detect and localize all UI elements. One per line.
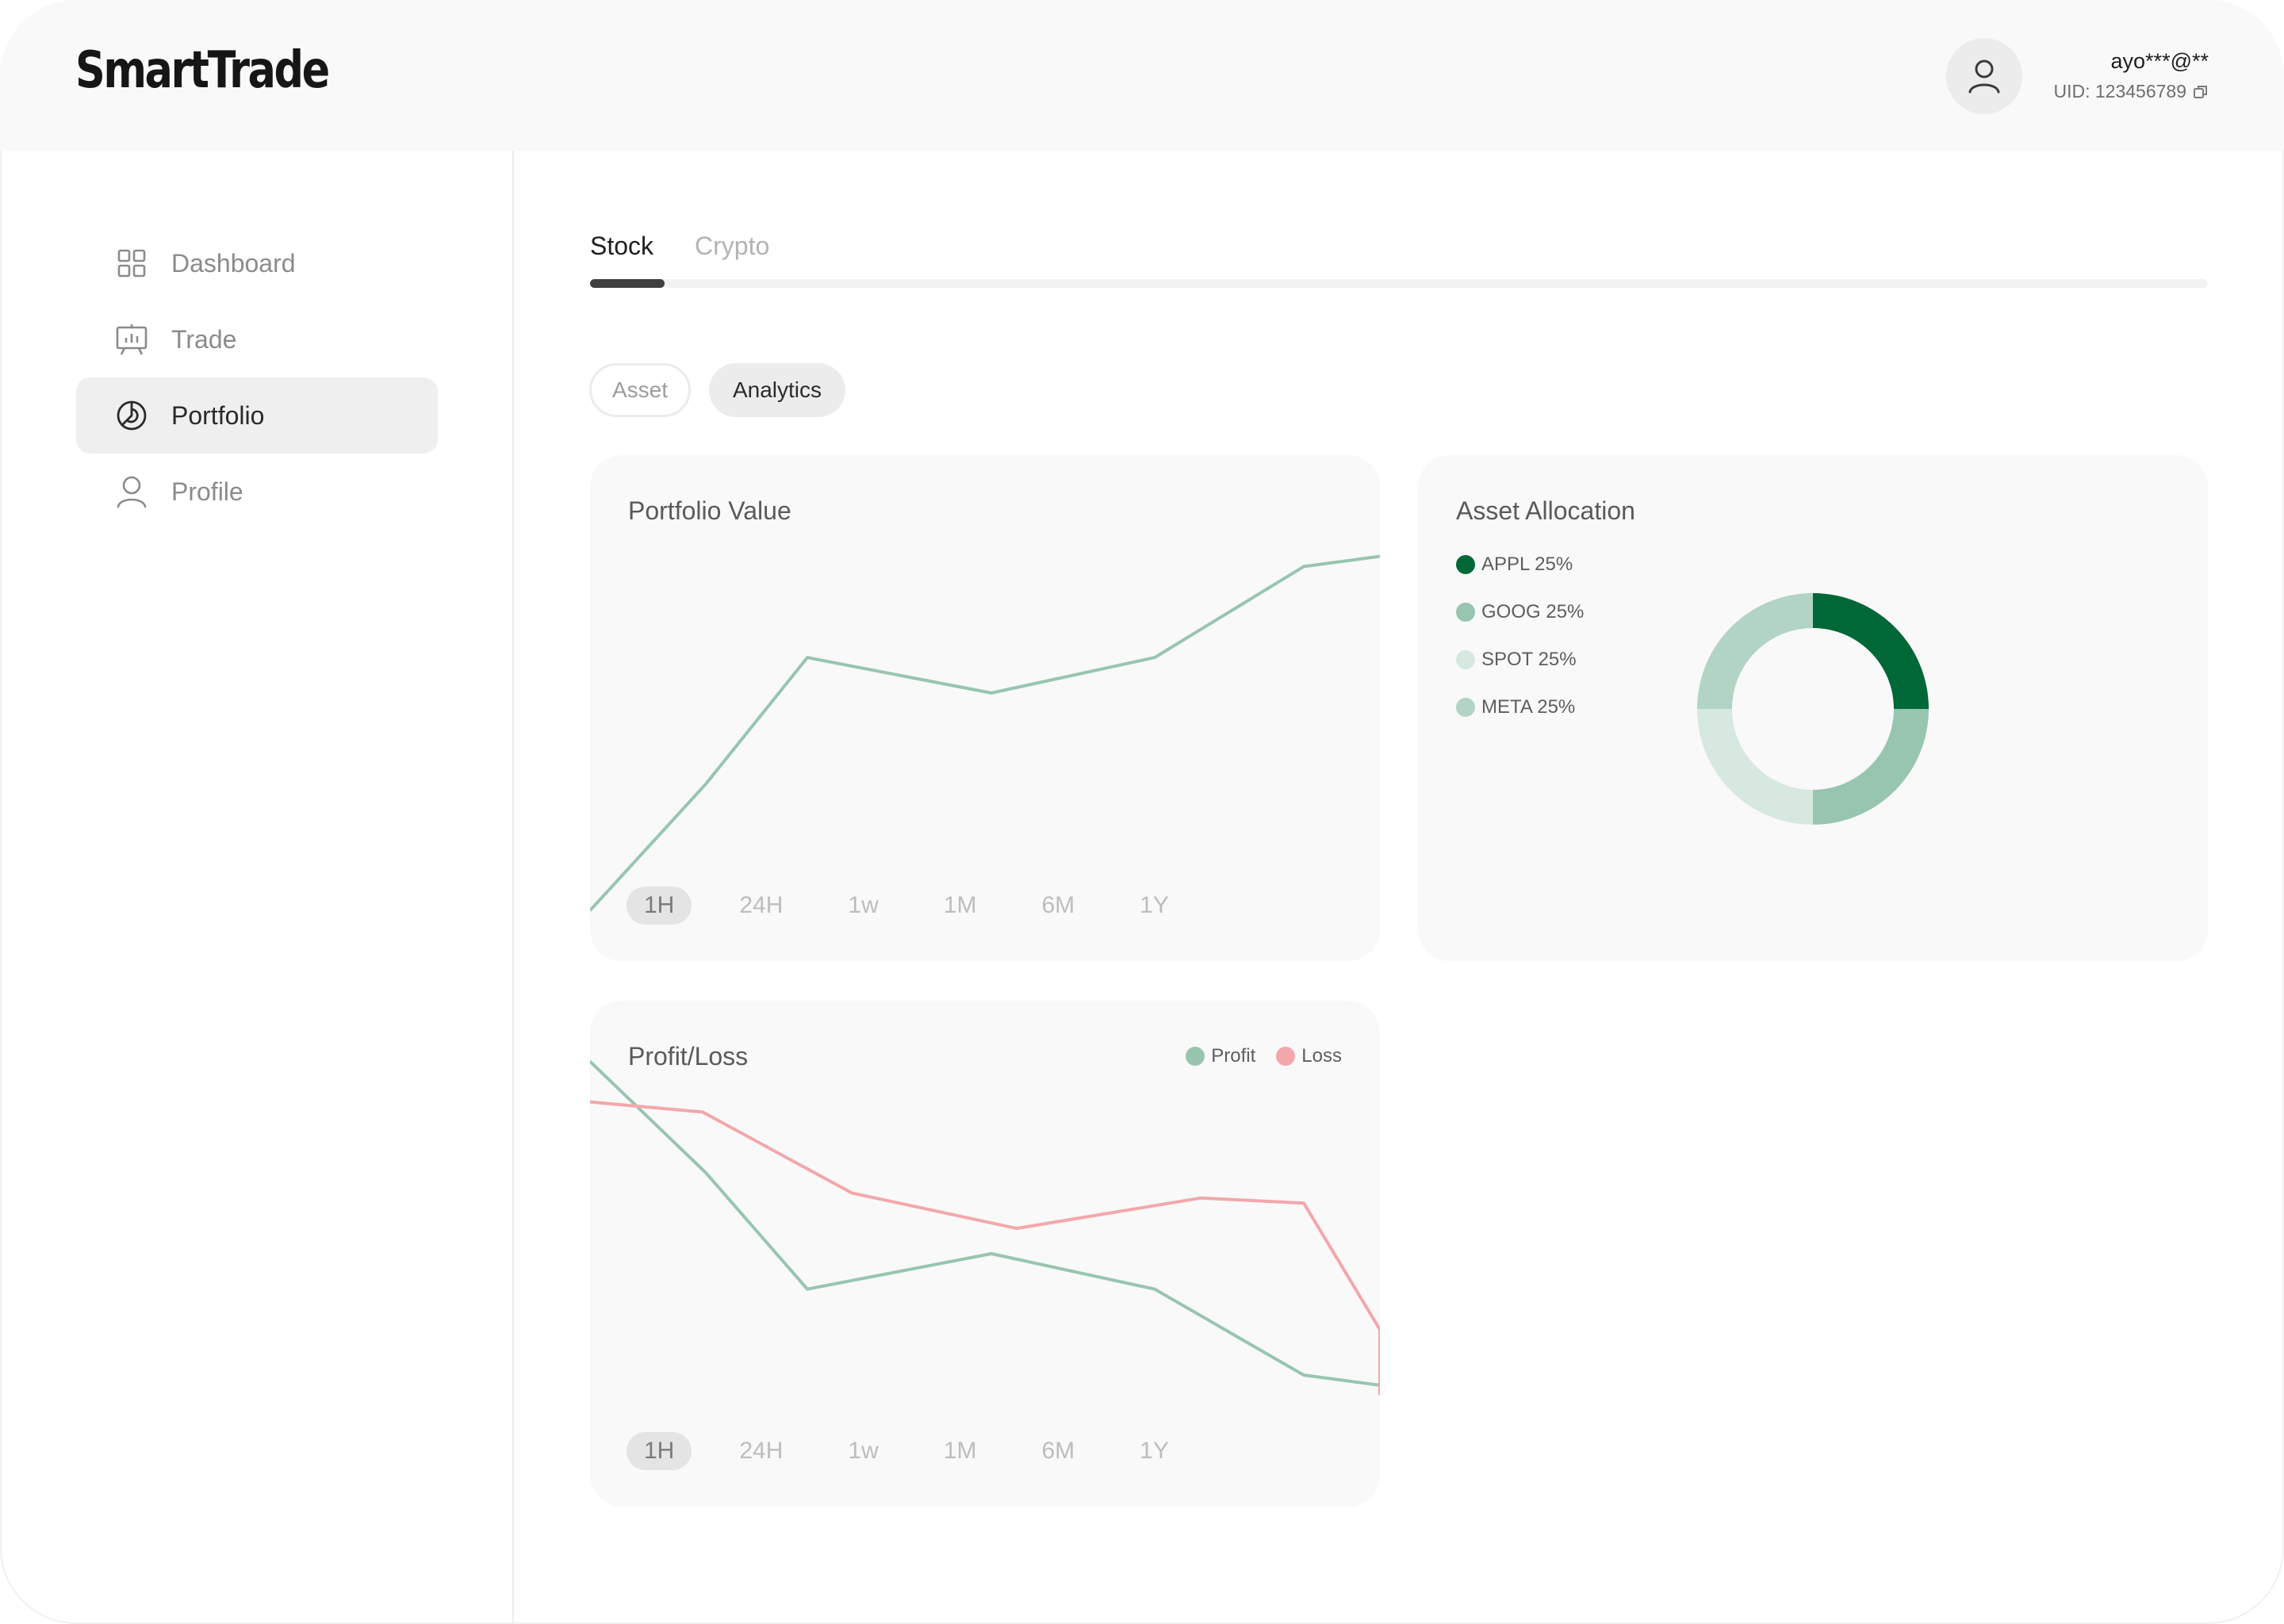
asset-allocation-card: Asset Allocation — [1418, 455, 2208, 961]
series-line-0 — [590, 554, 1380, 912]
sidebar-item-portfolio[interactable]: Portfolio — [76, 377, 438, 454]
asset-toggle-button[interactable]: Asset — [589, 363, 691, 417]
sidebar-item-label: Trade — [171, 324, 237, 354]
sidebar-item-profile[interactable]: Profile — [76, 454, 438, 530]
legend-entry-spot: SPOT 25% — [1456, 649, 1577, 671]
time-range-1w[interactable]: 1w — [848, 892, 879, 918]
time-range-1m[interactable]: 1M — [943, 892, 977, 918]
donut-slice-meta[interactable] — [1697, 593, 1813, 709]
legend-entry-meta: META 25% — [1456, 696, 1575, 718]
time-range-1y[interactable]: 1Y — [1140, 1438, 1169, 1464]
grid-icon — [114, 246, 149, 281]
tab-active-indicator — [590, 279, 665, 288]
time-range-selector: 1H 24H 1w 1M 6M 1Y — [627, 1432, 1217, 1470]
time-range-1h[interactable]: 1H — [627, 887, 692, 925]
sidebar-item-dashboard[interactable]: Dashboard — [76, 225, 438, 301]
user-avatar[interactable] — [1946, 38, 2022, 114]
tab-crypto[interactable]: Crypto — [695, 232, 770, 260]
legend-label: GOOG 25% — [1481, 601, 1585, 622]
portfolio-value-card: Portfolio Value 1H 24H 1w 1M 6M 1Y — [590, 455, 1380, 961]
user-icon — [114, 474, 149, 509]
user-uid-row: UID: 123456789 — [2053, 81, 2209, 102]
donut-slice-goog[interactable] — [1813, 709, 1929, 825]
time-range-1h[interactable]: 1H — [627, 1432, 692, 1470]
sidebar-item-label: Portfolio — [171, 400, 265, 430]
asset-allocation-donut — [1697, 593, 1929, 825]
profit-loss-card: Profit/Loss Profit Loss 1H 24H 1w 1M 6M … — [590, 1001, 1380, 1507]
time-range-24h[interactable]: 24H — [739, 1438, 784, 1464]
legend-dot — [1456, 698, 1475, 717]
sidebar: Dashboard Trade — [0, 151, 514, 1624]
top-header: SmartTrade ayo***@** UID: 123456789 — [0, 0, 2284, 151]
user-email: ayo***@** — [2110, 49, 2209, 73]
legend-entry-appl: APPL 25% — [1456, 553, 1573, 576]
donut-slice-spot[interactable] — [1697, 709, 1813, 825]
card-title: Portfolio Value — [628, 496, 791, 525]
legend-dot — [1456, 650, 1475, 669]
donut-slice-appl[interactable] — [1813, 593, 1929, 709]
series-line-profit — [590, 1060, 1380, 1387]
legend-dot — [1456, 603, 1475, 622]
legend-entry-loss: Loss — [1276, 1045, 1342, 1067]
legend-entry-goog: GOOG 25% — [1456, 601, 1584, 623]
user-uid: UID: 123456789 — [2053, 81, 2186, 102]
time-range-6m[interactable]: 6M — [1041, 1438, 1075, 1464]
sidebar-item-label: Dashboard — [171, 248, 296, 278]
sidebar-item-label: Profile — [171, 477, 243, 506]
time-range-1m[interactable]: 1M — [943, 1438, 977, 1464]
analytics-toggle-button[interactable]: Analytics — [709, 363, 845, 417]
sidebar-item-trade[interactable]: Trade — [76, 301, 438, 377]
legend-dot — [1186, 1047, 1205, 1066]
legend-label: SPOT 25% — [1481, 649, 1577, 670]
time-range-6m[interactable]: 6M — [1041, 892, 1075, 918]
legend-label: META 25% — [1481, 696, 1576, 718]
app-logo[interactable]: SmartTrade — [75, 41, 330, 100]
portfolio-value-chart — [590, 554, 1380, 912]
legend-label: APPL 25% — [1481, 553, 1573, 575]
legend-dot — [1276, 1047, 1296, 1066]
chart-board-icon — [114, 322, 149, 357]
profit-loss-legend: Profit Loss — [1165, 1045, 1342, 1067]
series-line-loss — [590, 1100, 1380, 1396]
user-icon — [1968, 59, 2000, 94]
tab-track — [590, 279, 2208, 288]
card-title: Profit/Loss — [628, 1042, 749, 1071]
legend-label: Profit — [1211, 1045, 1256, 1067]
time-range-1y[interactable]: 1Y — [1140, 892, 1169, 918]
profit-loss-chart — [590, 1060, 1380, 1396]
time-range-1w[interactable]: 1w — [848, 1438, 879, 1464]
pie-chart-icon — [114, 398, 149, 433]
legend-label: Loss — [1301, 1045, 1342, 1067]
card-title: Asset Allocation — [1456, 496, 1635, 525]
time-range-selector: 1H 24H 1w 1M 6M 1Y — [627, 887, 1217, 925]
legend-dot — [1456, 555, 1475, 574]
tab-stock[interactable]: Stock — [590, 232, 654, 260]
time-range-24h[interactable]: 24H — [739, 892, 784, 918]
legend-entry-profit: Profit — [1186, 1045, 1255, 1067]
copy-icon[interactable] — [2193, 84, 2209, 100]
